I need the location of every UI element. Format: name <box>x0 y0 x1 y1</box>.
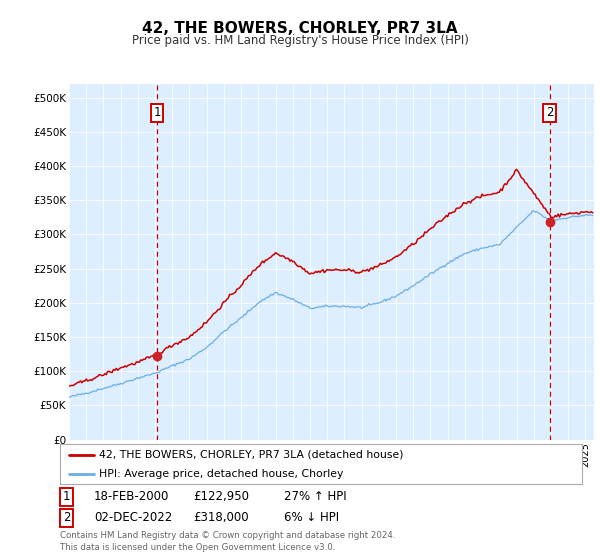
Text: 6% ↓ HPI: 6% ↓ HPI <box>284 511 340 524</box>
Text: 2: 2 <box>546 106 553 119</box>
Text: 42, THE BOWERS, CHORLEY, PR7 3LA (detached house): 42, THE BOWERS, CHORLEY, PR7 3LA (detach… <box>99 450 404 460</box>
Text: HPI: Average price, detached house, Chorley: HPI: Average price, detached house, Chor… <box>99 469 344 478</box>
Text: 1: 1 <box>154 106 161 119</box>
Text: 27% ↑ HPI: 27% ↑ HPI <box>284 491 347 503</box>
Text: 2: 2 <box>63 511 71 524</box>
Text: £122,950: £122,950 <box>193 491 249 503</box>
Text: Price paid vs. HM Land Registry's House Price Index (HPI): Price paid vs. HM Land Registry's House … <box>131 34 469 46</box>
Text: 02-DEC-2022: 02-DEC-2022 <box>94 511 172 524</box>
Text: 42, THE BOWERS, CHORLEY, PR7 3LA: 42, THE BOWERS, CHORLEY, PR7 3LA <box>142 21 458 36</box>
Text: 1: 1 <box>63 491 71 503</box>
Text: 18-FEB-2000: 18-FEB-2000 <box>94 491 169 503</box>
Text: Contains HM Land Registry data © Crown copyright and database right 2024.
This d: Contains HM Land Registry data © Crown c… <box>60 531 395 552</box>
Text: £318,000: £318,000 <box>193 511 249 524</box>
